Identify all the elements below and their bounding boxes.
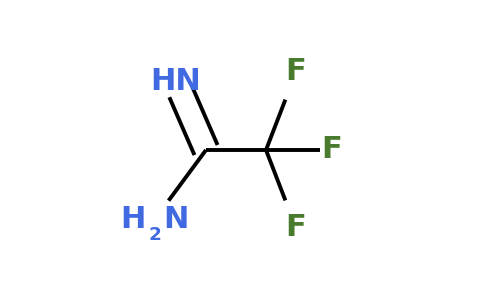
Text: N: N (164, 205, 189, 233)
Text: F: F (322, 136, 342, 164)
Text: HN: HN (151, 67, 201, 95)
Text: F: F (286, 214, 306, 242)
Text: 2: 2 (149, 226, 161, 244)
Text: H: H (121, 205, 146, 233)
Text: F: F (286, 58, 306, 86)
